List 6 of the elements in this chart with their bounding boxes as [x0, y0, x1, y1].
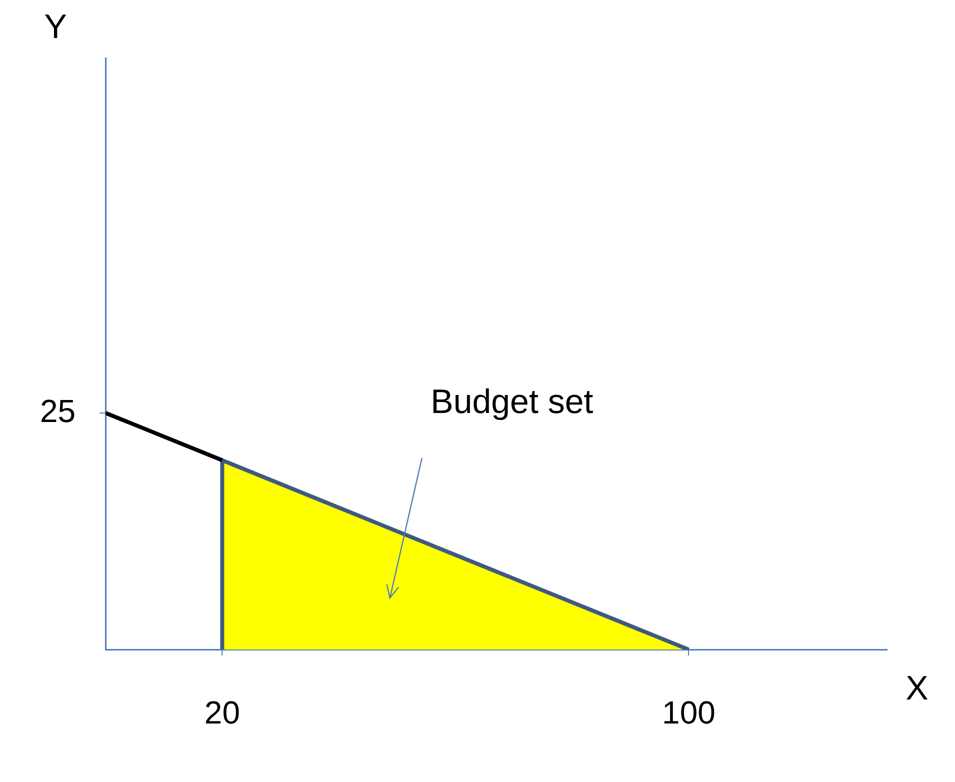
x-axis-title: X [906, 670, 928, 708]
annotation: Budget set [430, 382, 594, 421]
x-tick-label: 100 [662, 694, 716, 731]
y-tick-label: 25 [40, 392, 76, 429]
y-axis-title: Y [44, 8, 67, 46]
x-tick-label: 20 [204, 694, 240, 731]
